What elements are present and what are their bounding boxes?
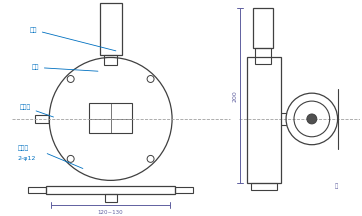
Bar [100,3,122,54]
Bar [28,187,46,193]
Text: 主轴: 主轴 [29,27,116,51]
Text: 2-φ12: 2-φ12 [17,156,36,161]
Bar [247,57,281,183]
Text: 200: 200 [232,90,237,102]
Bar [253,8,273,48]
Bar [255,48,271,64]
Text: 接线: 接线 [31,65,98,71]
Bar [89,103,132,133]
Bar [104,54,117,65]
Text: 出线口: 出线口 [20,104,54,117]
Bar [251,183,277,190]
Text: 120~130: 120~130 [98,210,123,215]
Bar [46,186,175,194]
Circle shape [307,114,317,124]
Text: 安装孔: 安装孔 [17,146,29,151]
Text: 互: 互 [335,184,338,189]
Bar [35,115,49,123]
Bar [105,194,117,202]
Bar [175,187,193,193]
